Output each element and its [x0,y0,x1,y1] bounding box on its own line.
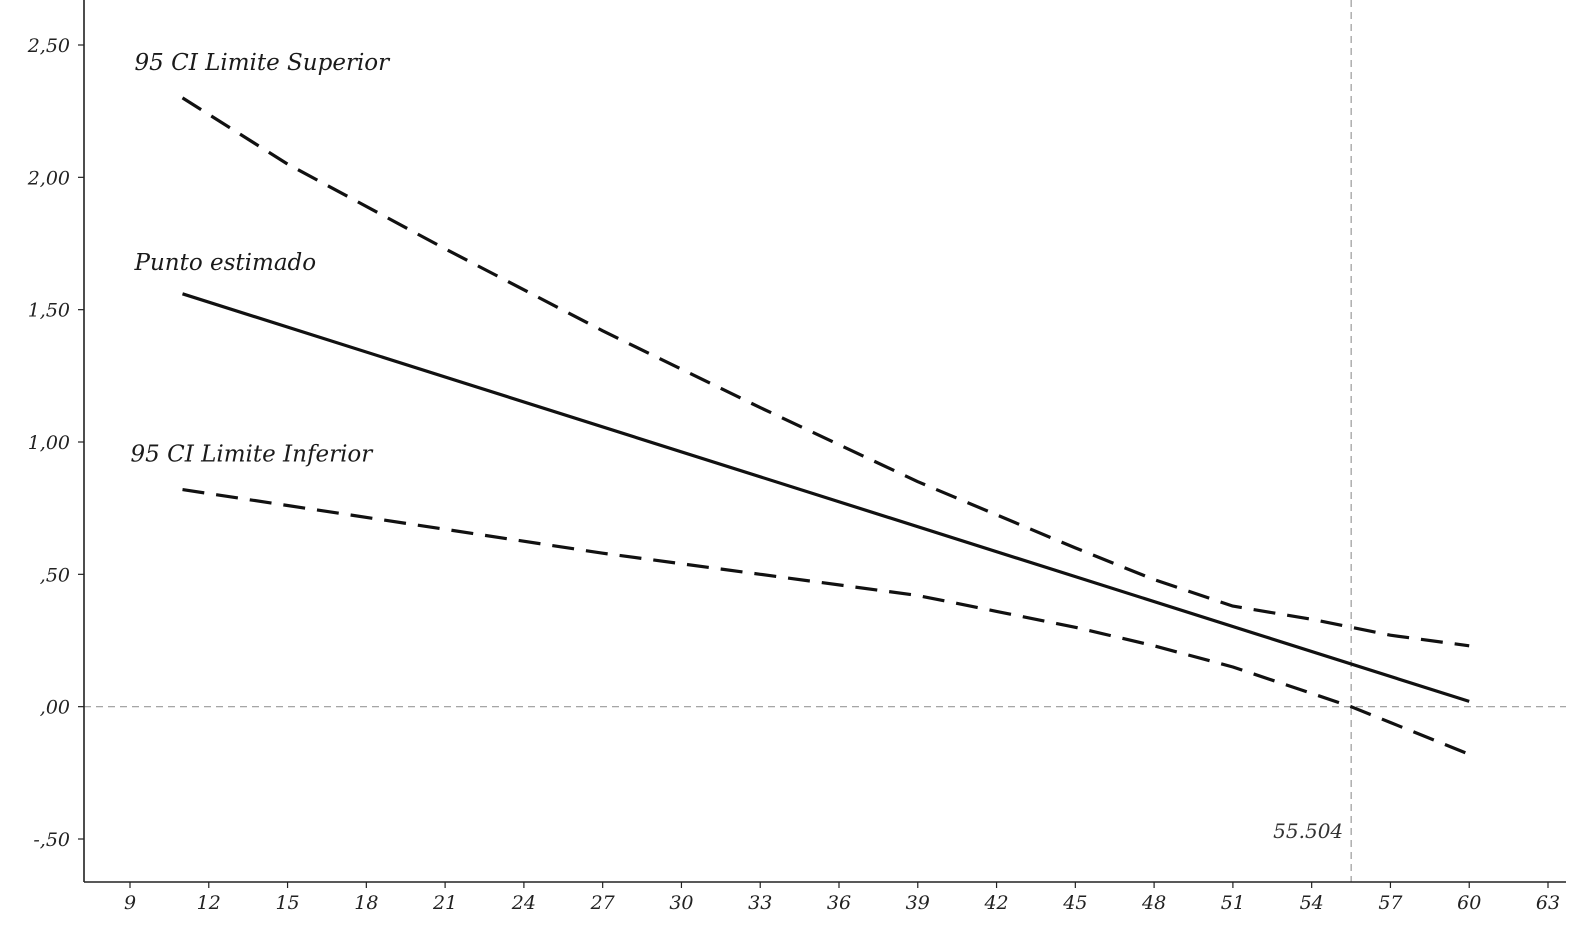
x-tick-label: 30 [669,892,693,914]
x-tick-label: 63 [1536,892,1560,914]
y-tick-label: -,50 [33,829,70,851]
series-line-2 [182,292,1470,703]
series-line-1 [181,96,1470,648]
x-tick-label: 48 [1141,892,1166,914]
x-tick-label: 21 [432,892,457,914]
series-lines [181,96,1470,756]
y-axis-ticks: 2,50 2,00 1,50 1,00 ,50 ,00 -,50 [27,35,84,851]
x-axis-ticks: 9 12 15 18 21 24 27 30 33 36 39 42 45 48 51 54 57 60 63 [124,882,1560,914]
y-tick-label: 2,00 [27,167,70,189]
y-tick-label: ,50 [40,564,70,586]
axes [83,0,1566,883]
x-tick-label: 9 [124,892,136,914]
x-tick-label: 18 [354,892,378,914]
y-tick-label: ,00 [40,697,70,719]
x-tick-label: 36 [827,892,851,914]
threshold-annotation: 55.504 [1273,819,1343,843]
x-tick-label: 51 [1221,892,1245,914]
x-tick-label: 57 [1378,892,1403,914]
x-tick-label: 15 [275,892,299,914]
series-line-3 [182,488,1470,756]
x-tick-label: 12 [197,892,221,914]
series-label-2: Punto estimado [134,250,317,276]
series-label-3: 95 CI Limite Inferior [131,442,375,468]
y-tick-label: 2,50 [27,35,70,57]
x-tick-label: 33 [748,892,772,914]
annotations: 55.504 [1273,819,1343,843]
x-tick-label: 60 [1457,892,1481,914]
x-tick-label: 24 [511,892,536,914]
x-tick-label: 54 [1300,892,1324,914]
y-tick-label: 1,00 [28,432,70,454]
series-label-1: 95 CI Limite Superior [135,50,392,76]
x-tick-label: 42 [983,892,1008,914]
x-tick-label: 45 [1062,892,1087,914]
series-labels: 95 CI Limite Superior Punto estimado 95 CI… [131,50,392,468]
x-tick-label: 39 [906,892,930,914]
x-tick-label: 27 [590,892,616,914]
reference-lines [84,0,1566,882]
y-tick-label: 1,50 [28,300,70,322]
